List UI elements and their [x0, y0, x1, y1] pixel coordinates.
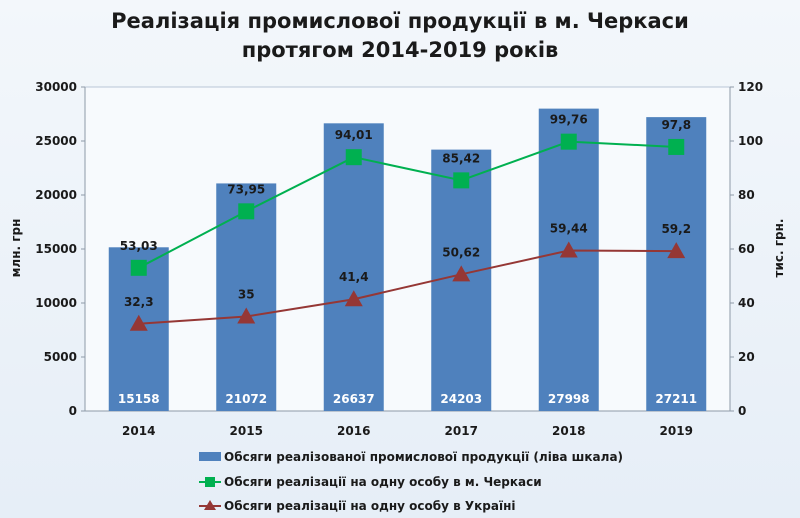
point-marker-triangle [667, 242, 686, 259]
y-tick-label-right: 120 [738, 80, 763, 94]
axes: 0 5000 10000 15000 20000 25000 30000 0 20 40 60 80 1… [35, 80, 763, 438]
x-tick-label: 2018 [552, 424, 585, 438]
point-data-label: 99,76 [550, 113, 588, 127]
point-data-label: 59,2 [661, 222, 691, 236]
point-data-label: 35 [238, 288, 255, 302]
x-tick-label: 2017 [445, 424, 478, 438]
y-tick-label-right: 20 [738, 350, 755, 364]
legend-marker-triangle [204, 500, 216, 510]
legend-swatch-bar [199, 452, 221, 461]
y-tick-label-left: 0 [69, 404, 77, 418]
bar-data-label: 15158 [118, 392, 160, 406]
y-tick-label-left: 20000 [35, 188, 77, 202]
point-data-label: 32,3 [124, 295, 154, 309]
point-data-label: 41,4 [339, 270, 369, 284]
x-tick-label: 2014 [122, 424, 155, 438]
legend: Обсяги реалізованої промислової продукці… [199, 450, 623, 513]
y-tick-label-right: 60 [738, 242, 755, 256]
point-marker-square [453, 172, 470, 189]
y-tick-label-left: 10000 [35, 296, 77, 310]
y-tick-label-left: 15000 [35, 242, 77, 256]
bar [538, 108, 599, 412]
bar-series: 15158 21072 26637 24203 27998 27211 [108, 108, 707, 412]
y-tick-label-left: 5000 [44, 350, 77, 364]
plot-area [84, 86, 731, 412]
point-marker-triangle [559, 241, 578, 258]
bar-data-label: 26637 [333, 392, 375, 406]
bar-data-label: 24203 [440, 392, 482, 406]
point-data-label: 73,95 [227, 182, 265, 196]
point-marker-square [130, 259, 147, 276]
x-tick-label: 2015 [230, 424, 263, 438]
legend-label: Обсяги реалізації на одну особу в м. Чер… [224, 475, 542, 489]
y-tick-label-right: 40 [738, 296, 755, 310]
x-tick-label: 2016 [337, 424, 370, 438]
bar-data-label: 27998 [548, 392, 590, 406]
line-ukraine [138, 249, 677, 325]
y-axis-label-left: млн. грн [9, 219, 23, 278]
bar [646, 117, 707, 411]
y-axis-label-right: тис. грн. [772, 219, 786, 278]
legend-label: Обсяги реалізованої промислової продукці… [224, 450, 623, 464]
y-tick-label-right: 80 [738, 188, 755, 202]
bar [323, 123, 384, 411]
line-cherkasy [138, 140, 677, 269]
bar-data-label: 21072 [225, 392, 267, 406]
point-marker-square [668, 138, 685, 155]
y-tick-label-right: 100 [738, 134, 763, 148]
legend-marker-square [205, 477, 215, 487]
y-tick-label-left: 25000 [35, 134, 77, 148]
point-marker-triangle [452, 265, 471, 282]
point-data-label: 59,44 [550, 222, 588, 236]
point-data-label: 94,01 [335, 128, 373, 142]
chart-title-line-2: протягом 2014-2019 років [242, 38, 559, 62]
y-tick-label-left: 30000 [35, 80, 77, 94]
point-marker-triangle [344, 290, 363, 307]
point-marker-square [238, 203, 255, 220]
point-marker-triangle [237, 307, 256, 324]
point-data-label: 97,8 [661, 118, 691, 132]
point-marker-square [560, 133, 577, 150]
point-data-label: 50,62 [442, 245, 480, 259]
point-marker-triangle [129, 314, 148, 331]
x-tick-label: 2019 [660, 424, 693, 438]
chart-title-line-1: Реалізація промислової продукції в м. Че… [111, 9, 689, 33]
y-tick-label-right: 0 [738, 404, 746, 418]
point-data-label: 53,03 [120, 239, 158, 253]
bar-data-label: 27211 [655, 392, 697, 406]
point-data-label: 85,42 [442, 151, 480, 165]
legend-label: Обсяги реалізації на одну особу в Україн… [224, 499, 516, 513]
point-marker-square [345, 149, 362, 166]
line-series: 53,03 73,95 94,01 85,42 99,76 97,8 32,3 35 41,4 5… [120, 113, 691, 331]
